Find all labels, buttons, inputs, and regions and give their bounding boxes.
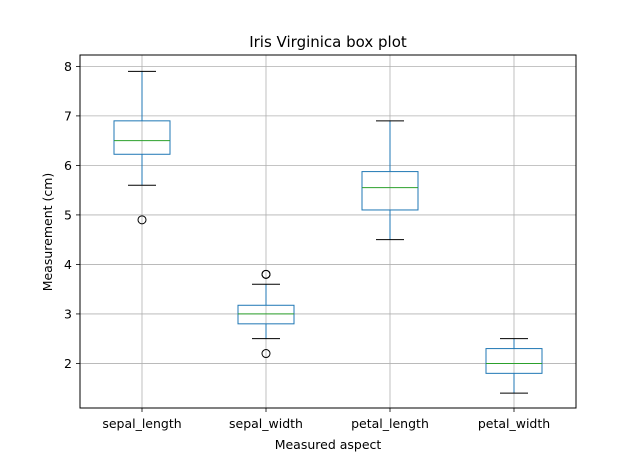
outlier-point: [261, 349, 271, 359]
y-tick-label: 6: [64, 158, 72, 173]
chart-title: Iris Virginica box plot: [249, 33, 407, 51]
y-tick-label: 5: [64, 207, 72, 222]
box-series: [113, 70, 543, 394]
y-tick-label: 8: [64, 59, 72, 74]
plot-area-frame: [79, 54, 577, 409]
x-tick-label: petal_width: [478, 416, 550, 431]
x-axis-label: Measured aspect: [275, 437, 382, 452]
box-petal_width: [485, 338, 543, 394]
iqr-box: [361, 171, 419, 211]
box-sepal_length: [113, 70, 171, 225]
y-tick-label: 3: [64, 306, 72, 321]
grid-lines: [80, 55, 576, 408]
iqr-box: [485, 348, 543, 374]
y-tick-label: 7: [64, 108, 72, 123]
y-tick-label: 2: [64, 356, 72, 371]
iqr-box: [237, 304, 295, 325]
x-tick-label: sepal_width: [229, 416, 303, 431]
y-tick-label: 4: [64, 257, 72, 272]
y-axis-label: Measurement (cm): [40, 173, 55, 292]
x-tick-label: sepal_length: [102, 416, 181, 431]
outlier-point: [261, 269, 271, 279]
iqr-box: [113, 120, 171, 155]
box-sepal_width: [237, 269, 295, 359]
axis-ticks: 2 3 4 5 6 7 8 sepal_length sepal_width petal_leng…: [64, 59, 550, 431]
outlier-point: [137, 215, 147, 225]
box-petal_length: [361, 120, 419, 241]
x-tick-label: petal_length: [351, 416, 429, 431]
